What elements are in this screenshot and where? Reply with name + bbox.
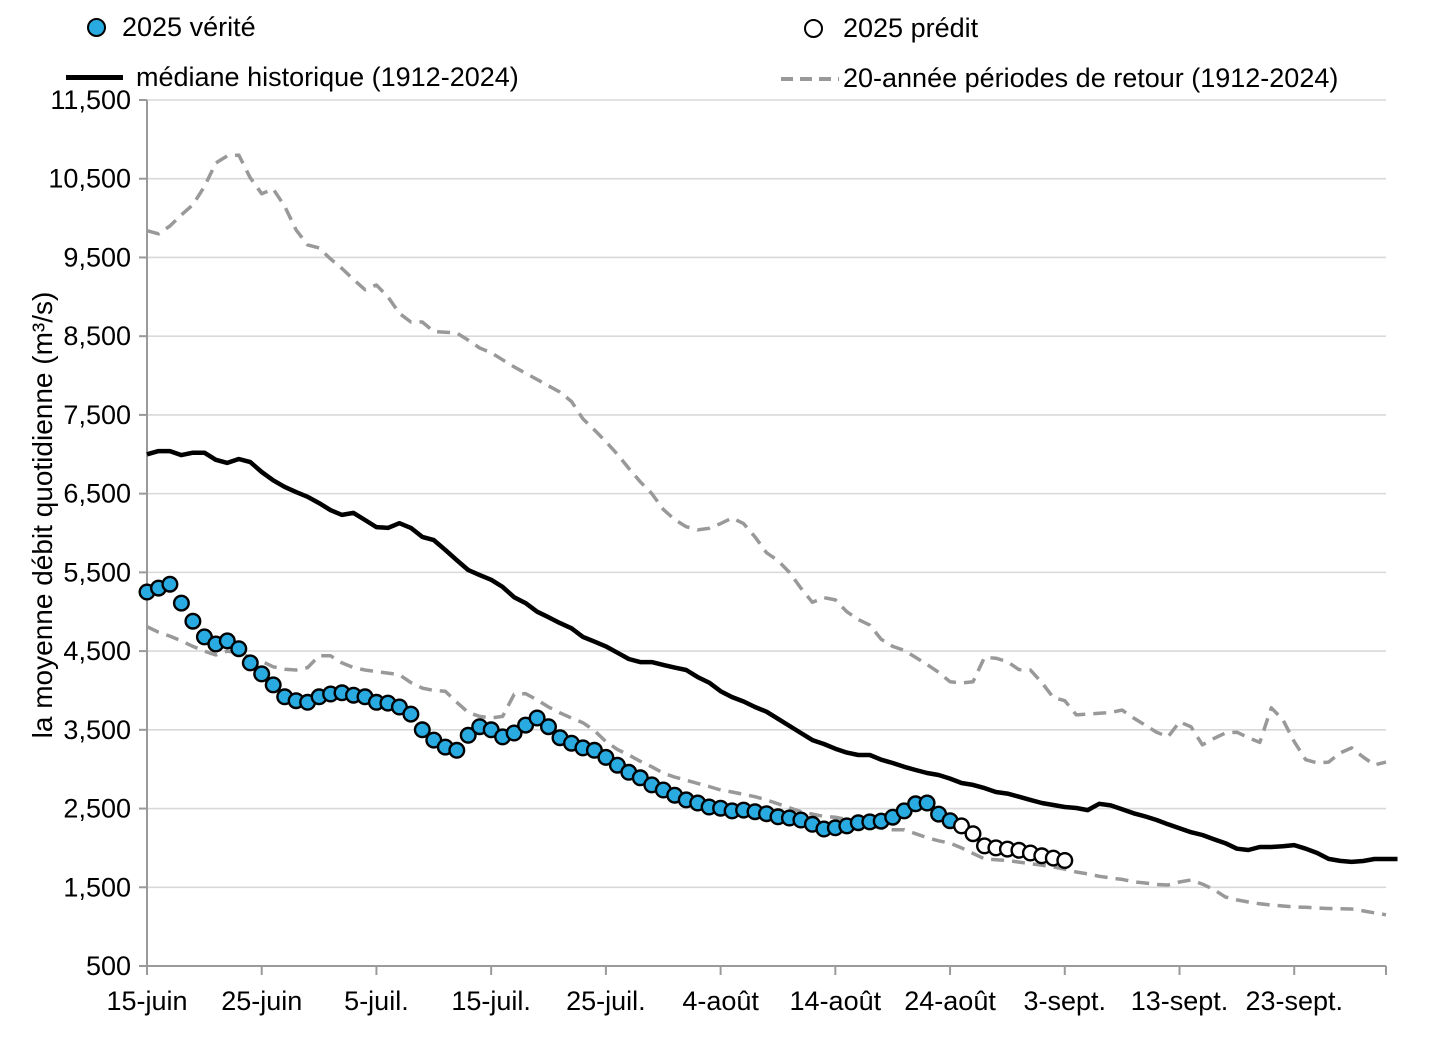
data-point	[459, 726, 477, 744]
y-tick-label: 6,500	[63, 479, 131, 509]
y-tick-label: 3,500	[63, 715, 131, 745]
x-tick-label: 25-juil.	[566, 986, 646, 1016]
y-axis-title: la moyenne débit quotidienne (m³/s)	[27, 291, 58, 739]
y-tick-label: 8,500	[63, 321, 131, 351]
data-point	[448, 741, 466, 759]
gridlines	[147, 99, 1386, 889]
dashed-line-icon	[781, 76, 839, 81]
data-point	[241, 654, 259, 672]
x-tick-label: 14-août	[790, 986, 882, 1016]
open-circle-icon	[804, 19, 823, 38]
return-period-lower-line	[146, 625, 1387, 917]
data-point	[540, 718, 558, 736]
data-point	[253, 665, 271, 683]
legend-item-2025-verite: 2025 vérité	[87, 12, 256, 43]
data-point	[918, 794, 936, 812]
data-point	[264, 676, 282, 694]
data-point	[964, 825, 982, 843]
legend-item-retour: 20-année périodes de retour (1912-2024)	[781, 63, 1338, 94]
predit-dots	[953, 817, 1074, 870]
data-point	[505, 724, 523, 742]
y-tick-label: 9,500	[63, 242, 131, 272]
solid-line-icon	[66, 75, 123, 80]
data-point	[953, 817, 971, 835]
x-tick-label: 4-août	[682, 986, 759, 1016]
x-tick-label: 15-juil.	[451, 986, 531, 1016]
data-point	[172, 594, 190, 612]
y-tick-label: 2,500	[63, 794, 131, 824]
data-point	[402, 705, 420, 723]
x-tick-label: 15-juin	[106, 986, 187, 1016]
legend-label: 2025 vérité	[122, 12, 256, 42]
x-tick-label: 23-sept.	[1245, 986, 1343, 1016]
x-tick-labels: 15-juin 25-juin 5-juil. 15-juil. 25-juil. 4-a…	[106, 986, 1343, 1016]
y-tick-label: 1,500	[63, 872, 131, 902]
y-tick-label: 5,500	[63, 557, 131, 587]
legend-item-2025-predit: 2025 prédit	[804, 13, 978, 44]
y-tick-label: 11,500	[50, 85, 131, 115]
legend-label: médiane historique (1912-2024)	[136, 62, 519, 92]
data-point	[161, 575, 179, 593]
x-tick-label: 13-sept.	[1131, 986, 1229, 1016]
y-tick-label: 10,500	[48, 164, 131, 194]
x-tick-label: 3-sept.	[1024, 986, 1107, 1016]
y-tick-label: 7,500	[63, 400, 131, 430]
data-point	[1056, 852, 1074, 870]
data-point	[218, 632, 236, 650]
legend-label: 20-année périodes de retour (1912-2024)	[843, 63, 1339, 93]
y-tick-labels: 500 1,500 2,500 3,500 4,500 5,500 6,500 7,500 8,…	[48, 85, 131, 981]
legend-item-mediane: médiane historique (1912-2024)	[66, 62, 519, 93]
data-point	[528, 709, 546, 727]
data-point	[597, 748, 615, 766]
legend-label: 2025 prédit	[843, 13, 979, 43]
x-tick-label: 24-août	[904, 986, 996, 1016]
filled-circle-icon	[87, 18, 106, 37]
axes	[139, 99, 1387, 975]
median-line	[146, 448, 1398, 865]
return-period-upper-line	[146, 153, 1387, 767]
data-point	[230, 640, 248, 658]
data-point	[413, 721, 431, 739]
y-tick-label: 500	[86, 951, 131, 981]
x-tick-label: 5-juil.	[344, 986, 409, 1016]
data-point	[184, 612, 202, 630]
y-tick-label: 4,500	[63, 636, 131, 666]
x-tick-label: 25-juin	[221, 986, 302, 1016]
